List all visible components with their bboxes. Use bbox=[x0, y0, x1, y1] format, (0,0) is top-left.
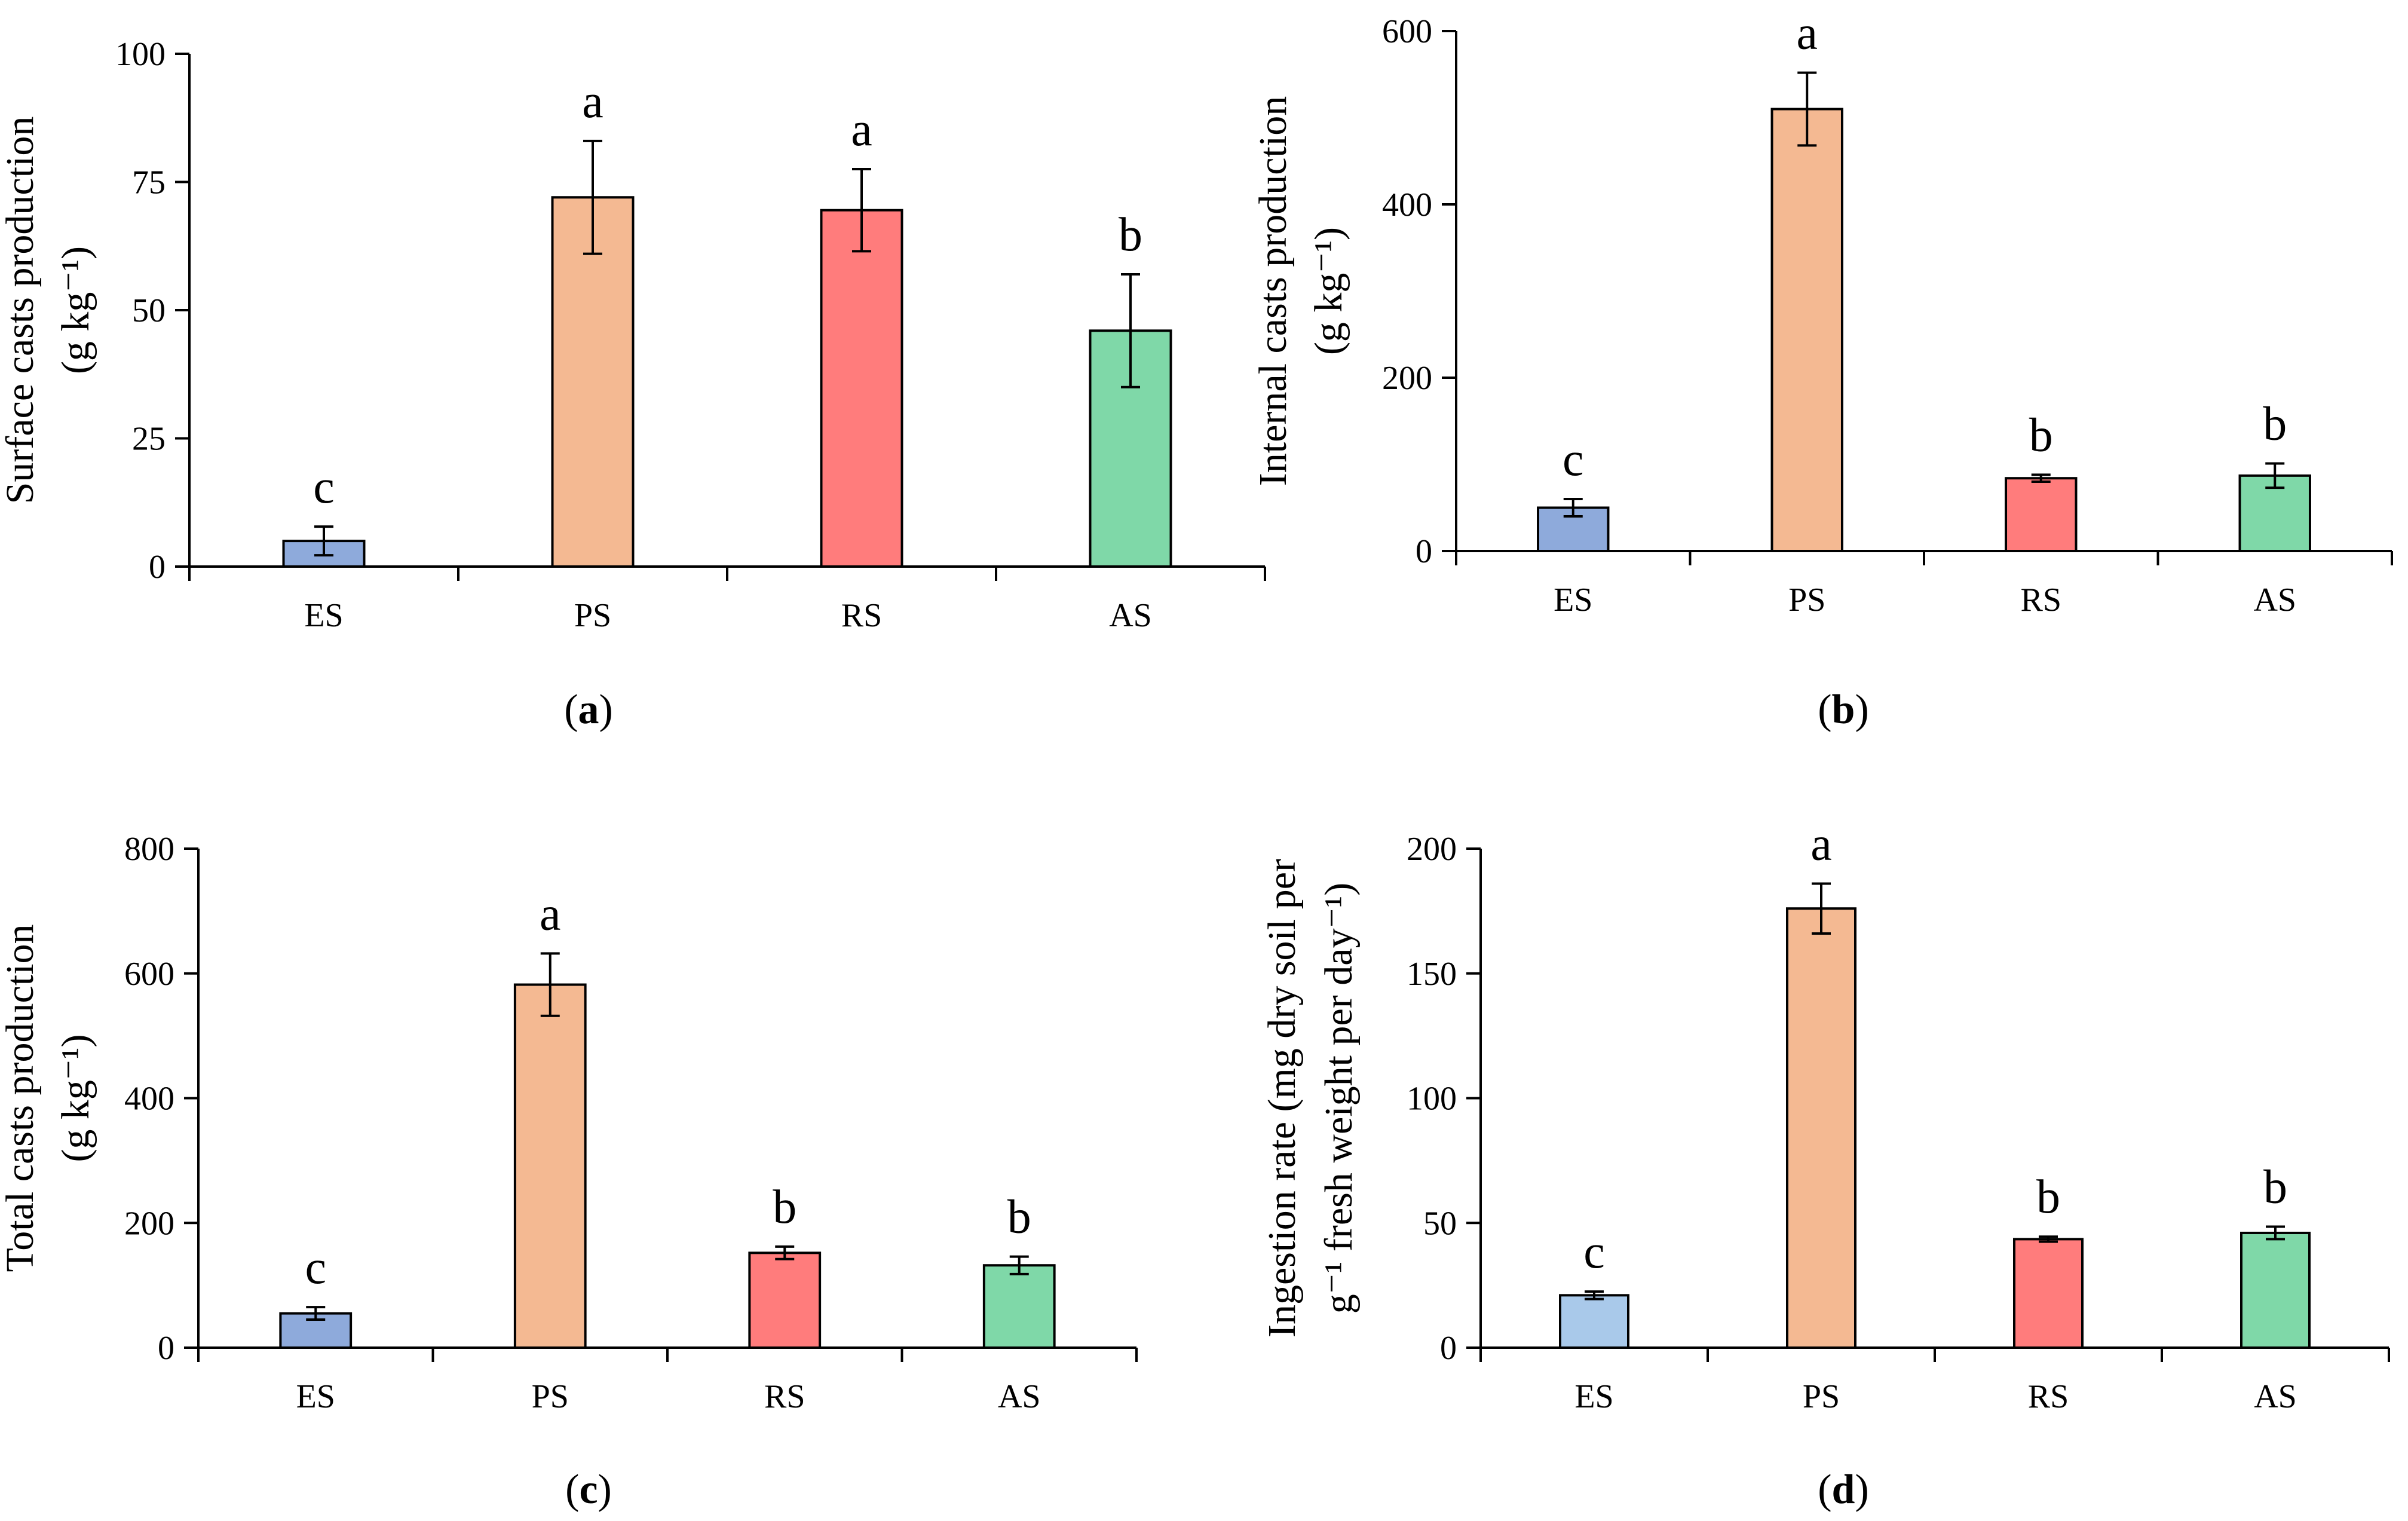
y-axis-label: (g kg⁻¹) bbox=[1307, 227, 1350, 355]
chart-panel-b: 0 200 400 600 c ES a PS b RS b AS Internal casts pro… bbox=[1251, 7, 2393, 733]
x-tick-label: AS bbox=[2254, 1378, 2297, 1415]
bar-rs bbox=[748, 1251, 822, 1349]
y-tick-label: 200 bbox=[124, 1205, 174, 1242]
x-tick-label: PS bbox=[1788, 582, 1825, 619]
y-tick-label: 150 bbox=[1407, 956, 1457, 993]
significance-letter: b bbox=[2263, 398, 2287, 451]
y-tick-label: 200 bbox=[1407, 831, 1457, 868]
error-bar-ps bbox=[583, 139, 602, 255]
bar-as bbox=[2240, 1231, 2311, 1349]
y-tick-label: 50 bbox=[132, 292, 166, 329]
significance-letter: a bbox=[1810, 818, 1832, 870]
x-tick-label: PS bbox=[532, 1378, 569, 1415]
x-tick-label: AS bbox=[1109, 597, 1152, 634]
y-tick-label: 400 bbox=[1382, 186, 1432, 224]
bar-as bbox=[982, 1264, 1056, 1349]
y-axis-label: g⁻¹ fresh weight per day⁻¹) bbox=[1317, 883, 1361, 1314]
panel-label: (d) bbox=[1818, 1467, 1869, 1513]
significance-letter: c bbox=[313, 461, 335, 513]
error-bar-es bbox=[306, 1306, 326, 1321]
error-bar-ps bbox=[540, 952, 560, 1017]
significance-letter: a bbox=[540, 887, 561, 940]
y-tick-label: 600 bbox=[124, 956, 174, 993]
error-bar-rs bbox=[2039, 1235, 2058, 1243]
error-bar-rs bbox=[852, 168, 871, 253]
error-bar-es bbox=[314, 525, 333, 557]
y-tick-label: 100 bbox=[1407, 1081, 1457, 1118]
bar-ps bbox=[1786, 907, 1856, 1349]
significance-letter: c bbox=[1563, 433, 1584, 486]
panel-label: (b) bbox=[1818, 687, 1869, 733]
x-tick-label: ES bbox=[1554, 582, 1592, 619]
significance-letter: c bbox=[305, 1241, 326, 1294]
y-tick-label: 75 bbox=[132, 164, 166, 201]
significance-letter: b bbox=[2036, 1171, 2060, 1223]
x-tick-label: RS bbox=[2028, 1378, 2069, 1415]
bar-rs bbox=[820, 209, 903, 568]
significance-letter: c bbox=[1583, 1226, 1605, 1278]
y-tick-label: 50 bbox=[1423, 1205, 1457, 1242]
error-bar-ps bbox=[1812, 882, 1831, 935]
x-tick-label: ES bbox=[1574, 1378, 1613, 1415]
bar-ps bbox=[513, 983, 587, 1349]
chart-panel-a: 0 25 50 75 100 c ES a PS a RS b AS Surface casts prod… bbox=[0, 36, 1266, 733]
x-tick-label: PS bbox=[1803, 1378, 1840, 1415]
significance-letter: a bbox=[582, 75, 603, 128]
x-tick-label: RS bbox=[841, 597, 883, 634]
y-tick-label: 400 bbox=[124, 1081, 174, 1118]
x-tick-label: RS bbox=[764, 1378, 805, 1415]
significance-letter: b bbox=[2263, 1161, 2287, 1214]
y-tick-label: 0 bbox=[1440, 1330, 1457, 1367]
y-axis-label: Total casts production bbox=[0, 925, 42, 1272]
error-bar-ps bbox=[1797, 71, 1817, 147]
panel-label: (a) bbox=[564, 687, 613, 733]
error-bar-as bbox=[2265, 462, 2285, 489]
y-axis-label: Surface casts production bbox=[0, 117, 42, 504]
y-tick-label: 600 bbox=[1382, 13, 1432, 50]
y-axis-label: (g kg⁻¹) bbox=[54, 246, 97, 374]
y-tick-label: 100 bbox=[115, 36, 166, 73]
panel-label: (c) bbox=[565, 1467, 612, 1513]
error-bar-as bbox=[1121, 273, 1140, 388]
x-tick-label: RS bbox=[2021, 582, 2062, 619]
significance-letter: b bbox=[773, 1181, 796, 1234]
significance-letter: b bbox=[1007, 1191, 1031, 1244]
error-bar-as bbox=[2266, 1225, 2285, 1241]
y-tick-label: 25 bbox=[132, 421, 166, 458]
y-tick-label: 800 bbox=[124, 831, 174, 868]
chart-panel-d: 0 50 100 150 200 c ES a PS b RS b AS Ingestion rate (… bbox=[1260, 818, 2390, 1513]
y-tick-label: 0 bbox=[1416, 533, 1432, 570]
error-bar-es bbox=[1563, 498, 1583, 518]
x-tick-label: ES bbox=[304, 597, 343, 634]
y-axis-label: Ingestion rate (mg dry soil per bbox=[1260, 859, 1304, 1338]
error-bar-rs bbox=[775, 1245, 795, 1260]
y-tick-label: 200 bbox=[1382, 360, 1432, 397]
significance-letter: b bbox=[1119, 209, 1142, 261]
error-bar-es bbox=[1585, 1290, 1604, 1300]
significance-letter: b bbox=[2029, 409, 2053, 461]
x-tick-label: PS bbox=[574, 597, 611, 634]
bar-rs bbox=[2013, 1238, 2084, 1349]
y-tick-label: 0 bbox=[158, 1330, 174, 1367]
bar-es bbox=[1559, 1294, 1629, 1349]
significance-letter: a bbox=[851, 103, 872, 156]
bar-ps bbox=[1770, 108, 1843, 552]
y-tick-label: 0 bbox=[149, 549, 166, 586]
x-tick-label: ES bbox=[296, 1378, 335, 1415]
x-tick-label: AS bbox=[998, 1378, 1041, 1415]
y-axis-label: Internal casts production bbox=[1251, 96, 1295, 486]
chart-panel-c: 0 200 400 600 800 c ES a PS b RS b AS Total casts pro… bbox=[0, 831, 1138, 1513]
bar-rs bbox=[2005, 477, 2078, 553]
y-axis-label: (g kg⁻¹) bbox=[54, 1034, 97, 1162]
bar-ps bbox=[551, 196, 635, 568]
significance-letter: a bbox=[1796, 7, 1818, 60]
error-bar-rs bbox=[2031, 473, 2051, 483]
x-tick-label: AS bbox=[2253, 582, 2296, 619]
error-bar-as bbox=[1009, 1255, 1029, 1275]
